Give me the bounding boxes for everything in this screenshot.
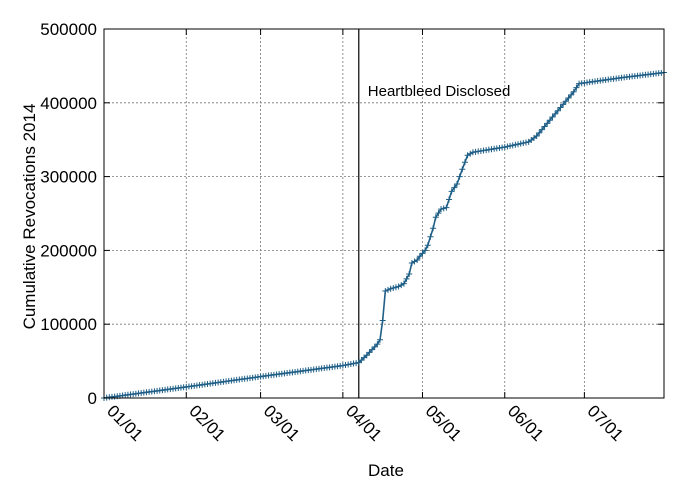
data-point-marker xyxy=(408,259,415,266)
data-point-marker xyxy=(374,341,381,348)
data-point-marker xyxy=(440,205,447,212)
x-tick-label: 05/01 xyxy=(422,401,466,445)
y-tick-label: 100000 xyxy=(40,315,97,334)
data-point-marker xyxy=(573,84,580,91)
data-point-marker xyxy=(515,141,522,148)
data-point-marker xyxy=(565,95,572,102)
data-point-marker xyxy=(392,284,399,291)
series-line xyxy=(103,71,665,399)
x-tick-label: 07/01 xyxy=(584,401,628,445)
data-point-marker xyxy=(520,140,527,147)
grid xyxy=(104,29,664,398)
data-point-marker xyxy=(546,117,553,124)
data-point-marker xyxy=(432,214,439,221)
data-point-marker xyxy=(562,98,569,105)
x-tick-label: 01/01 xyxy=(103,401,147,445)
data-point-marker xyxy=(522,139,529,146)
data-point-marker xyxy=(390,285,397,292)
data-point-marker xyxy=(459,166,466,173)
data-point-marker xyxy=(414,256,421,263)
y-axis: 0 100000 200000 300000 400000 500000 xyxy=(40,20,664,408)
data-point-marker xyxy=(501,144,508,151)
data-point-marker xyxy=(552,110,559,117)
data-point-marker xyxy=(560,101,567,108)
data-point-marker xyxy=(369,346,376,353)
data-point-marker xyxy=(406,271,413,278)
y-tick-label: 400000 xyxy=(40,94,97,113)
data-point-marker xyxy=(453,180,460,187)
y-tick-label: 300000 xyxy=(40,168,97,187)
data-point-marker xyxy=(512,141,519,148)
data-point-marker xyxy=(424,242,431,249)
data-point-marker xyxy=(467,150,474,157)
data-point-marker xyxy=(430,225,437,232)
data-point-marker xyxy=(554,107,561,114)
data-point-marker xyxy=(411,258,418,265)
data-point-marker xyxy=(435,210,442,217)
data-point-marker xyxy=(419,250,426,257)
data-point-marker xyxy=(403,275,410,282)
y-tick-label: 0 xyxy=(88,389,97,408)
data-point-marker xyxy=(422,247,429,254)
y-axis-title: Cumulative Revocations 2014 xyxy=(20,104,39,330)
data-point-marker xyxy=(570,88,577,95)
data-point-marker xyxy=(382,287,389,294)
data-point-marker xyxy=(557,104,564,111)
data-point-marker xyxy=(533,133,540,140)
x-tick-label: 03/01 xyxy=(260,401,304,445)
data-point-marker xyxy=(461,159,468,166)
data-point-marker xyxy=(541,123,548,130)
data-point-marker xyxy=(366,349,373,356)
data-point-marker xyxy=(549,114,556,121)
data-point-marker xyxy=(517,140,524,147)
data-point-marker xyxy=(379,317,386,324)
data-point-marker xyxy=(451,184,458,191)
data-point-marker xyxy=(438,206,445,213)
data-point-marker xyxy=(400,280,407,287)
data-point-marker xyxy=(464,152,471,159)
data-point-marker xyxy=(427,233,434,240)
data-point-marker xyxy=(536,129,543,136)
data-point-marker xyxy=(504,143,511,150)
data-point-marker xyxy=(544,120,551,127)
y-tick-label: 200000 xyxy=(40,241,97,260)
data-point-marker xyxy=(377,336,384,343)
data-point-marker xyxy=(509,142,516,149)
data-point-marker xyxy=(568,91,575,98)
data-point-marker xyxy=(398,282,405,289)
annotation-layer: Heartbleed Disclosed xyxy=(358,29,511,398)
data-point-marker xyxy=(363,352,370,359)
series-layer xyxy=(101,69,667,401)
data-point-marker xyxy=(446,196,453,203)
plot-frame xyxy=(103,28,665,399)
x-tick-label: 02/01 xyxy=(185,401,229,445)
data-point-marker xyxy=(507,142,514,149)
x-axis-title: Date xyxy=(368,461,404,480)
data-point-marker xyxy=(443,204,450,211)
y-tick-label: 500000 xyxy=(40,20,97,39)
data-point-marker xyxy=(416,253,423,260)
data-point-marker xyxy=(456,173,463,180)
data-point-marker xyxy=(395,283,402,290)
data-point-marker xyxy=(538,126,545,133)
x-axis: 01/01 02/01 03/01 04/01 05/01 06/01 07/01 xyxy=(103,29,627,445)
x-tick-label: 06/01 xyxy=(504,401,548,445)
heartbleed-annotation: Heartbleed Disclosed xyxy=(368,83,511,100)
x-tick-label: 04/01 xyxy=(342,401,386,445)
data-point-marker xyxy=(384,286,391,293)
data-point-marker xyxy=(448,188,455,195)
data-point-marker xyxy=(371,343,378,350)
data-point-marker xyxy=(387,285,394,292)
